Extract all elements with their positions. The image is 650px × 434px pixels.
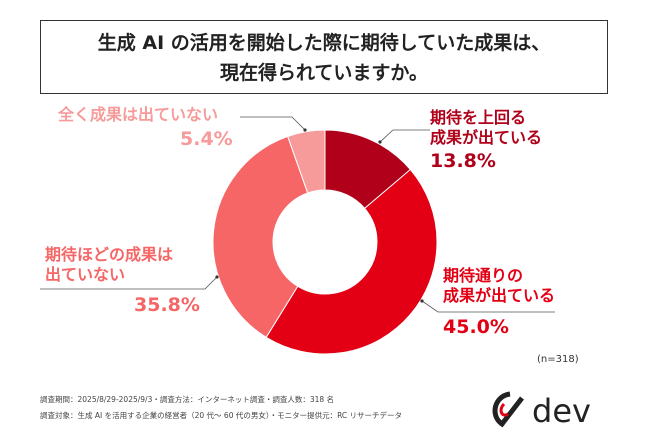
- leader-dot: [378, 140, 382, 144]
- title-line-1: 生成 AI の活用を開始した際に期待していた成果は、: [97, 32, 551, 54]
- footer-line-1: 調査期間：2025/8/29-2025/9/3・調査方法：インターネット調査・調…: [40, 395, 335, 404]
- label-s3: 全く成果は出ていない: [58, 105, 219, 124]
- logo-mark-icon: dev: [492, 391, 591, 430]
- label-s1: 期待通りの 成果が出ている: [443, 266, 556, 305]
- leader-line-s2: [40, 276, 218, 290]
- footer-line-2: 調査対象：生成 AI を活用する企業の経営者（20 代～ 60 代の男女）・モニ…: [40, 411, 403, 420]
- leader-line-s1: [421, 300, 555, 313]
- dev-logo: dev: [488, 390, 608, 434]
- donut-slice-2: [212, 135, 309, 338]
- leader-dot: [215, 275, 219, 279]
- pct-s3: 5.4%: [180, 128, 233, 150]
- leader-dot: [303, 128, 307, 132]
- pct-s2: 35.8%: [134, 294, 200, 316]
- chart-title: 生成 AI の活用を開始した際に期待していた成果は、 現在得られていますか。: [40, 20, 608, 94]
- title-line-2: 現在得られていますか。: [219, 62, 429, 84]
- donut-slice-1: [265, 168, 438, 355]
- svg-text:dev: dev: [532, 392, 591, 430]
- sample-size: (n=318): [537, 354, 579, 365]
- leader-dot: [420, 299, 424, 303]
- leader-line-s0: [379, 129, 430, 143]
- label-s0: 期待を上回る 成果が出ている: [430, 108, 543, 147]
- donut-slice-3: [287, 129, 326, 194]
- pct-s0: 13.8%: [430, 150, 496, 172]
- leader-line-s3: [240, 116, 306, 131]
- label-s2: 期待ほどの成果は 出ていない: [45, 245, 174, 284]
- pct-s1: 45.0%: [443, 316, 509, 338]
